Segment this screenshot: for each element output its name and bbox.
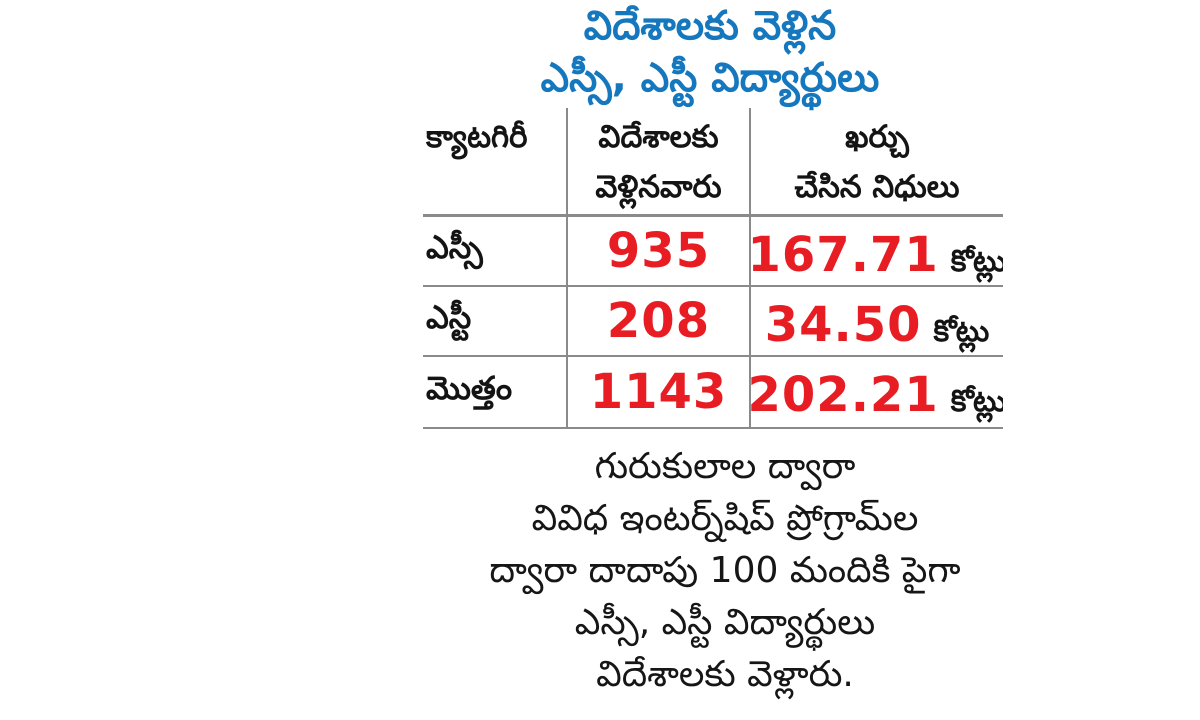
- table-row-st-funds: 34.50 కోట్లు: [751, 287, 1003, 357]
- table-row-sc-count: 935: [568, 217, 751, 287]
- data-table: క్యాటగిరీ విదేశాలకు వెళ్లినవారు ఖర్చు చే…: [423, 108, 1003, 429]
- footer-note-line3: ద్వారా దాదాపు 100 మందికి పైగా: [489, 550, 961, 591]
- table-row-st-category: ఎస్టీ: [423, 287, 568, 357]
- table-row-sc-category: ఎస్సీ: [423, 217, 568, 287]
- table-row-total-funds: 202.21 కోట్లు: [751, 357, 1003, 429]
- column-header-category-label: క్యాటగిరీ: [426, 119, 528, 155]
- footer-note: గురుకులాల ద్వారా వివిధ ఇంటర్న్‌షిప్ ప్రో…: [375, 441, 1075, 701]
- page-title-line2: ఎస్సీ, ఎస్టీ విద్యార్థులు: [540, 55, 880, 101]
- table-row-total-count: 1143: [568, 357, 751, 429]
- column-header-category: క్యాటగిరీ: [423, 108, 568, 217]
- column-header-went-abroad: విదేశాలకు వెళ్లినవారు: [568, 108, 751, 217]
- page-title: విదేశాలకు వెళ్లిన ఎస్సీ, ఎస్టీ విద్యార్థ…: [370, 0, 1050, 104]
- page-title-line1: విదేశాలకు వెళ్లిన: [583, 3, 837, 49]
- footer-note-line4: ఎస్సీ, ఎస్టీ విద్యార్థులు: [574, 602, 876, 643]
- footer-note-line1: గురుకులాల ద్వారా: [594, 446, 856, 487]
- footer-note-line2: వివిధ ఇంటర్న్‌షిప్ ప్రోగ్రామ్‌ల: [531, 498, 919, 539]
- table-row-sc-funds: 167.71 కోట్లు: [751, 217, 1003, 287]
- column-header-went-abroad-label: విదేశాలకు వెళ్లినవారు: [595, 119, 722, 205]
- footer-note-line5: విదేశాలకు వెళ్లారు.: [596, 654, 854, 695]
- table-row-st-count: 208: [568, 287, 751, 357]
- column-header-funds-spent-label: ఖర్చు చేసిన నిధులు: [794, 119, 960, 205]
- table-row-total-category: మొత్తం: [423, 357, 568, 429]
- column-header-funds-spent: ఖర్చు చేసిన నిధులు: [751, 108, 1003, 217]
